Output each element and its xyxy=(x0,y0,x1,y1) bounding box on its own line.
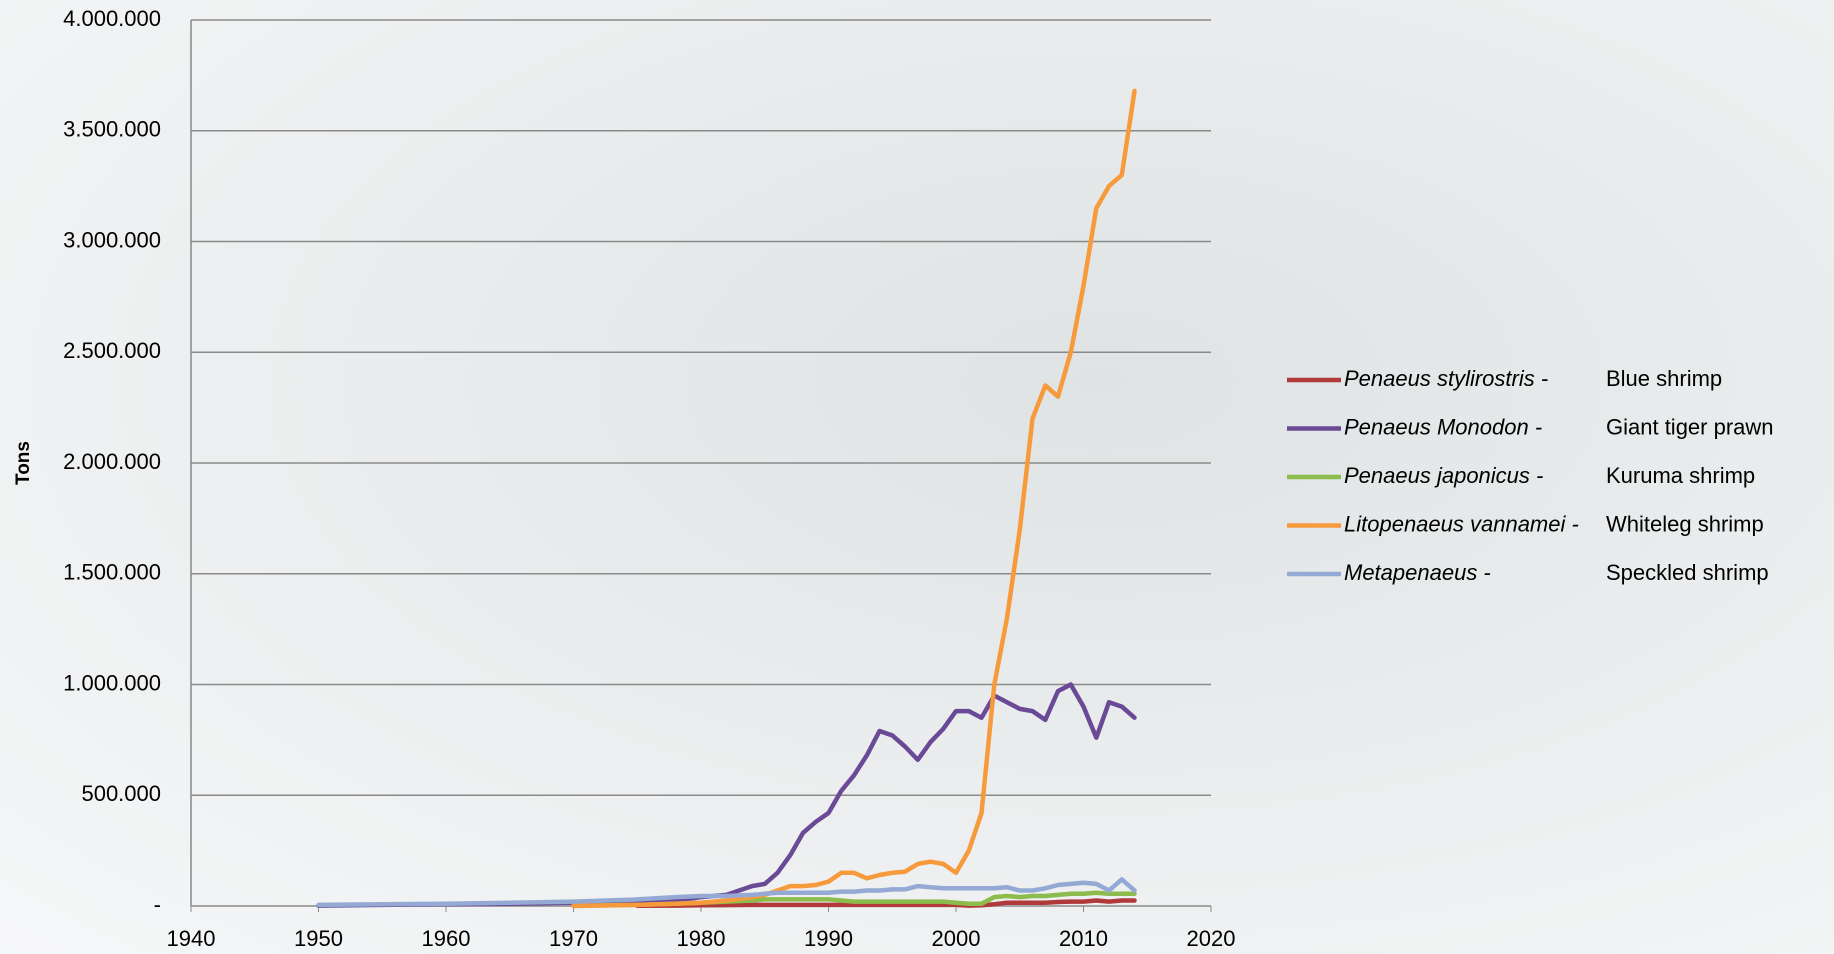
legend-common-name: Kuruma shrimp xyxy=(1606,463,1755,488)
legend-label: Penaeus japonicus - xyxy=(1344,463,1543,488)
x-tick-label: 2000 xyxy=(932,926,981,951)
y-tick-label: 2.500.000 xyxy=(63,338,161,363)
x-tick-label: 1960 xyxy=(422,926,471,951)
x-tick-label: 1950 xyxy=(294,926,343,951)
legend-label: Litopenaeus vannamei - xyxy=(1344,511,1579,536)
legend-label: Penaeus Monodon - xyxy=(1344,414,1542,439)
y-tick-label: 500.000 xyxy=(81,781,161,806)
x-tick-label: 1980 xyxy=(677,926,726,951)
series-line xyxy=(571,88,1137,909)
series-line xyxy=(571,890,1137,909)
y-tick-label: 1.500.000 xyxy=(63,560,161,585)
legend-common-name: Blue shrimp xyxy=(1606,366,1722,391)
y-axis-label: Tons xyxy=(13,441,34,485)
legend-common-name: Speckled shrimp xyxy=(1606,560,1769,585)
x-tick-label: 2020 xyxy=(1187,926,1236,951)
y-tick-label: 2.000.000 xyxy=(63,449,161,474)
legend-common-name: Whiteleg shrimp xyxy=(1606,511,1764,536)
y-tick-label: - xyxy=(154,892,161,917)
series-line xyxy=(635,898,1137,909)
legend-common-name: Giant tiger prawn xyxy=(1606,414,1774,439)
x-tick-label: 1990 xyxy=(804,926,853,951)
series-line xyxy=(316,877,1137,908)
y-tick-label: 4.000.000 xyxy=(63,6,161,31)
x-tick-label: 1940 xyxy=(167,926,216,951)
legend-label: Penaeus stylirostris - xyxy=(1344,366,1548,391)
x-tick-label: 2010 xyxy=(1059,926,1108,951)
x-tick-label: 1970 xyxy=(549,926,598,951)
y-tick-label: 3.000.000 xyxy=(63,227,161,252)
y-tick-label: 3.500.000 xyxy=(63,117,161,142)
y-tick-label: 1.000.000 xyxy=(63,670,161,695)
legend-label: Metapenaeus - xyxy=(1344,560,1491,585)
